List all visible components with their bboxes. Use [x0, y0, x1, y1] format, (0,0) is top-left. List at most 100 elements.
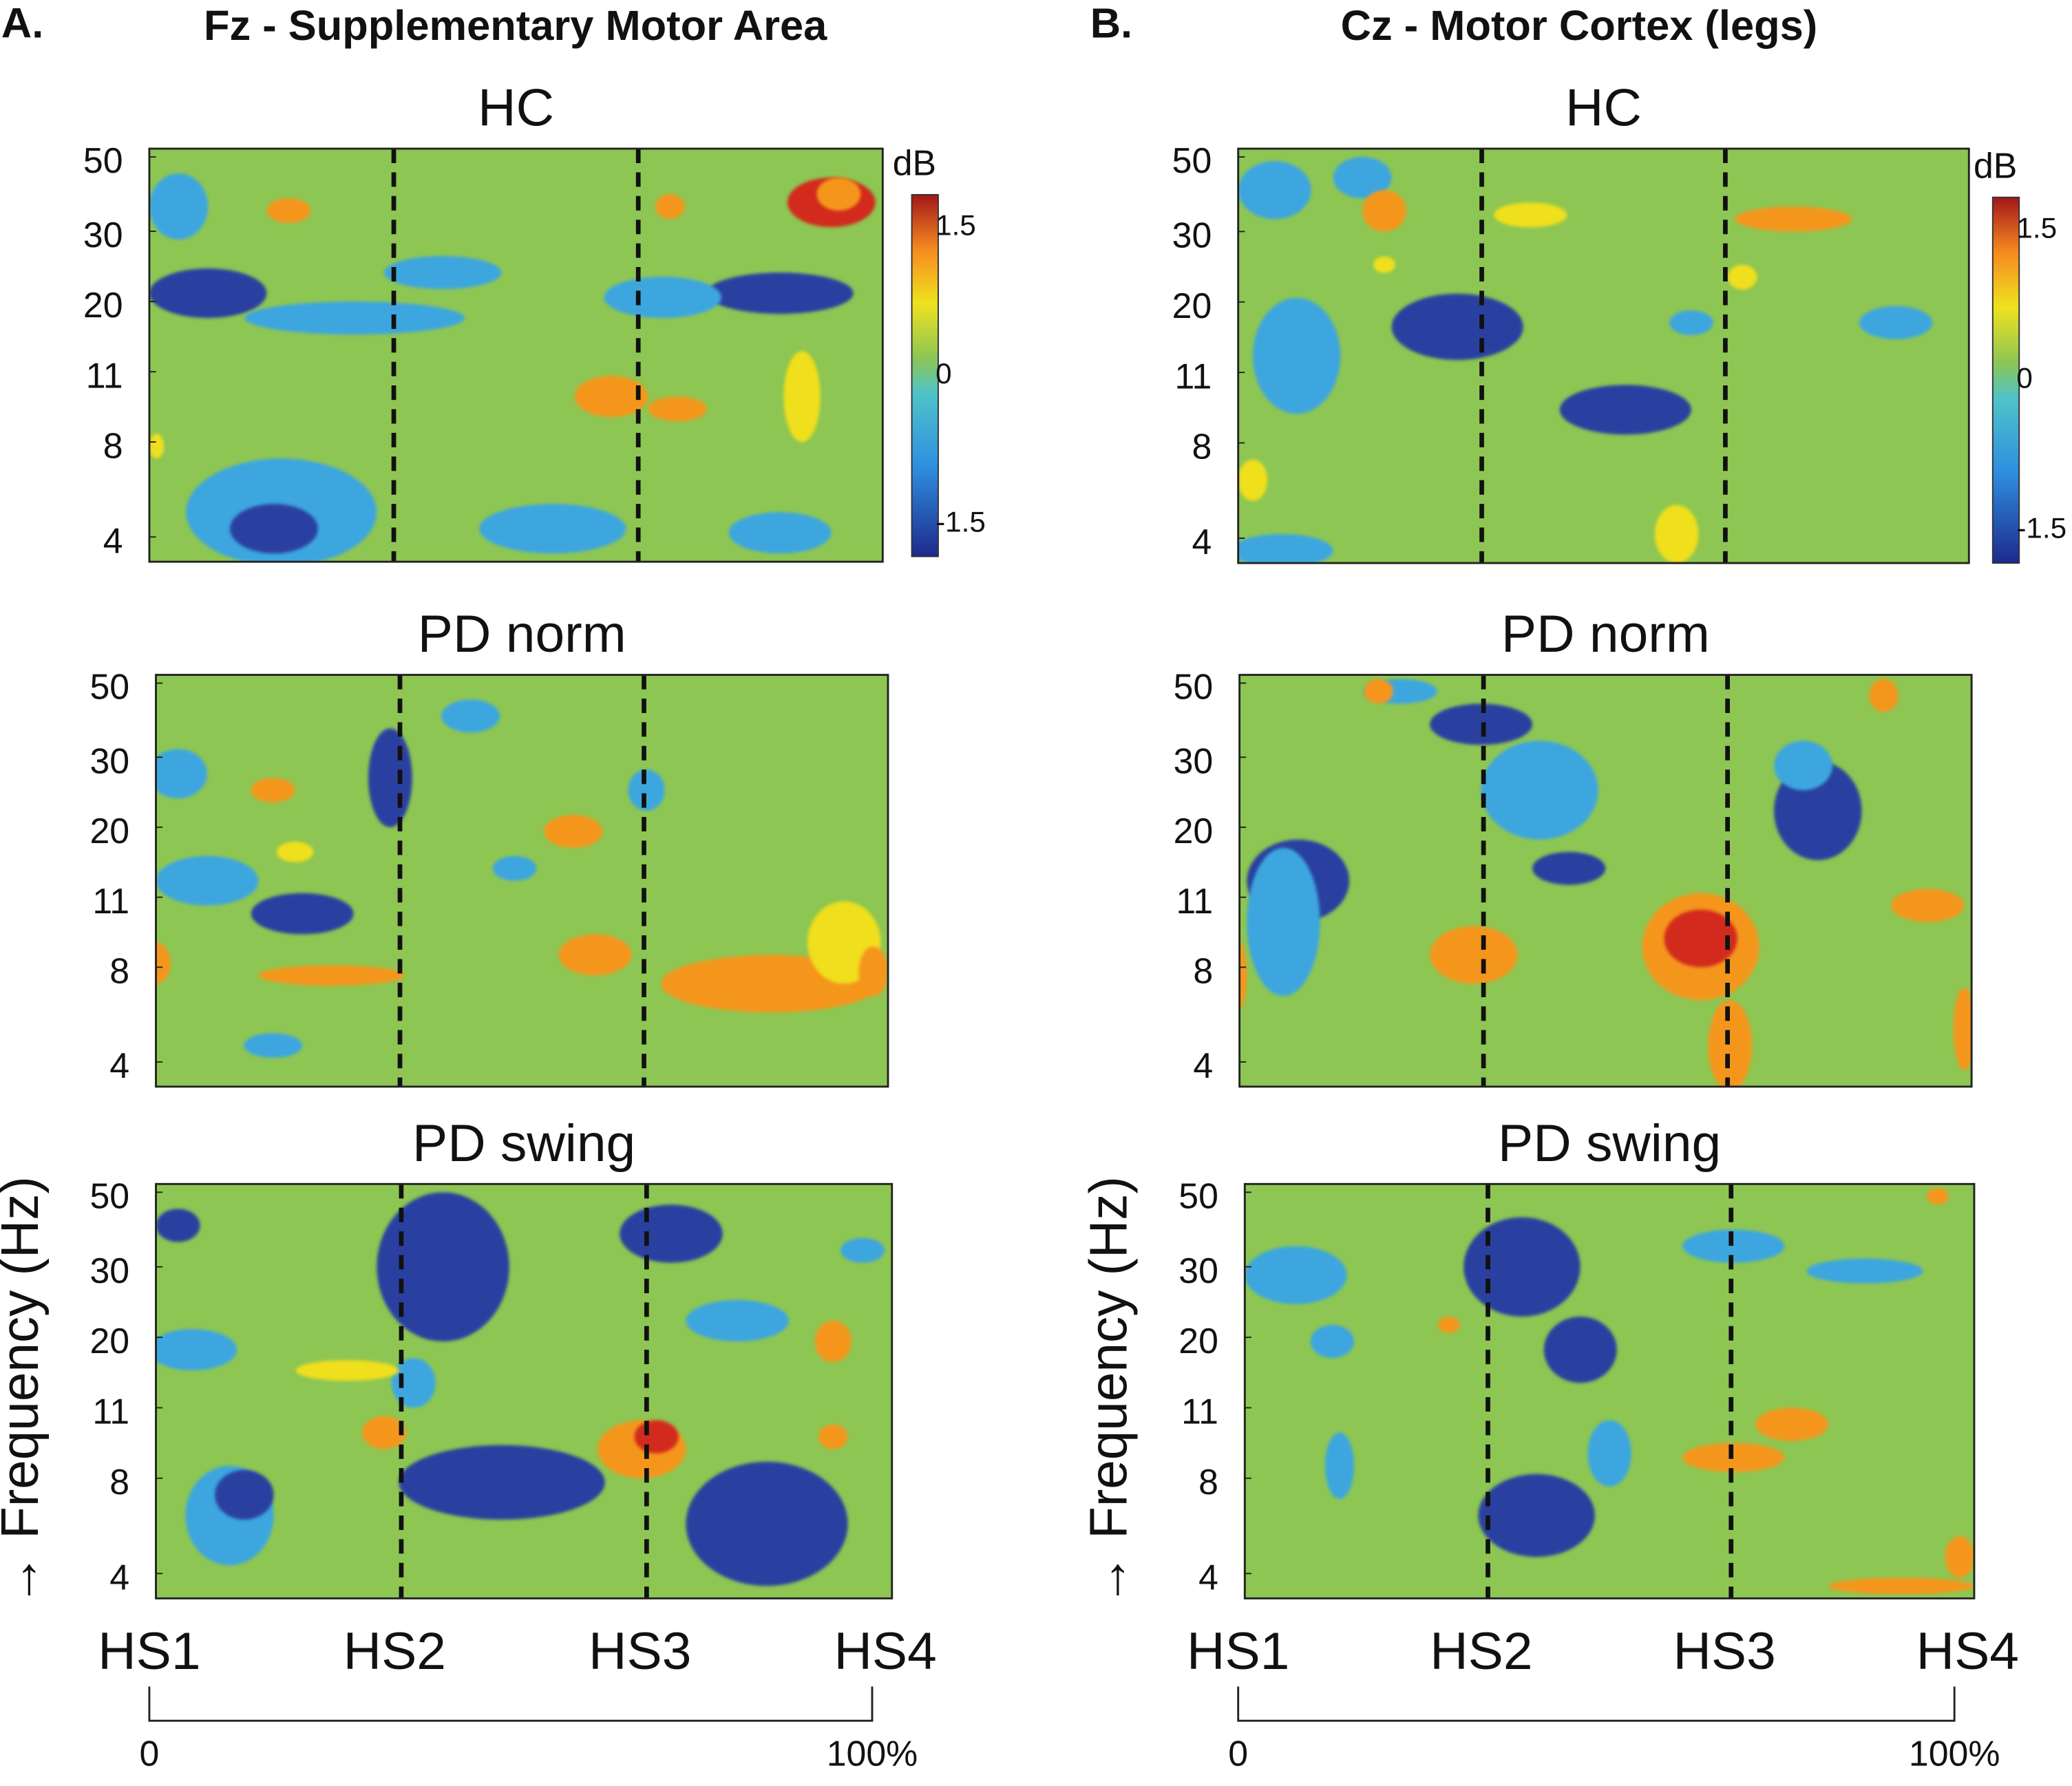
heatmap	[156, 674, 888, 1087]
power-blob	[1654, 504, 1699, 564]
power-blob	[1238, 161, 1311, 220]
y-tick-label: 30	[1178, 1251, 1218, 1290]
power-blob	[1859, 306, 1933, 339]
power-blob	[1806, 1258, 1923, 1284]
y-tick-label: 50	[1178, 1176, 1218, 1216]
heatmap	[1238, 148, 1969, 564]
y-tick-label: 50	[89, 1176, 129, 1216]
gait-bracket	[1237, 1686, 1956, 1722]
power-blob	[1891, 889, 1965, 922]
plot-frame	[1243, 1182, 1976, 1599]
power-blob	[149, 268, 267, 319]
power-blob	[1247, 847, 1320, 997]
power-blob	[1735, 206, 1852, 232]
plot-title: PD swing	[1498, 1114, 1721, 1173]
power-blob	[276, 841, 314, 862]
heatmap	[1239, 674, 1972, 1087]
power-blob	[1543, 1316, 1617, 1383]
plot-frame	[155, 1182, 894, 1599]
y-tick-label: 8	[109, 1462, 129, 1502]
power-blob	[814, 1320, 852, 1363]
power-blob	[156, 1209, 200, 1242]
power-blob	[1559, 385, 1691, 435]
event-label: HS4	[1916, 1622, 2019, 1681]
power-blob	[1494, 202, 1567, 228]
heatmap-background	[1238, 148, 1969, 564]
y-tick-label: 8	[1192, 427, 1212, 467]
y-tick-label: 50	[89, 667, 129, 707]
y-tick-label: 20	[89, 811, 129, 851]
power-blob	[558, 934, 632, 976]
power-blob	[266, 198, 311, 224]
power-blob	[156, 749, 207, 799]
y-tick-label: 30	[1172, 215, 1212, 255]
event-label: HS1	[1187, 1622, 1289, 1681]
heatmap-background	[1239, 674, 1972, 1087]
power-blob	[1773, 741, 1833, 791]
power-blob	[1463, 1217, 1581, 1317]
power-blob	[1953, 988, 1972, 1070]
y-tick-label: 20	[89, 1321, 129, 1361]
power-blob	[858, 946, 888, 997]
y-tick-label: 11	[92, 881, 129, 921]
power-blob	[1362, 190, 1406, 232]
plot-title: PD norm	[418, 605, 626, 663]
power-blob	[1682, 1229, 1785, 1263]
y-tick-label: 11	[1175, 356, 1212, 396]
y-tick-label: 30	[1174, 741, 1214, 781]
panel-title: Fz - Supplementary Motor Area	[204, 2, 827, 49]
power-blob	[1324, 1432, 1355, 1499]
y-tick-label: 30	[83, 215, 123, 255]
y-tick-label: 11	[1181, 1392, 1218, 1432]
power-blob	[215, 1469, 274, 1520]
heatmap	[149, 148, 883, 562]
y-tick-label: 8	[1198, 1462, 1218, 1502]
power-blob	[156, 942, 171, 984]
event-label: HS2	[1430, 1622, 1532, 1681]
panel-letter: A.	[1, 0, 43, 46]
plot-frame	[1237, 147, 1970, 564]
power-blob	[1430, 926, 1518, 984]
plot-frame	[155, 674, 889, 1088]
y-tick-label: 50	[1172, 140, 1212, 180]
power-blob	[399, 1445, 605, 1520]
power-blob	[1238, 533, 1333, 564]
y-tick-label: 4	[109, 1558, 129, 1597]
event-label: HS2	[343, 1622, 446, 1681]
power-blob	[1727, 264, 1757, 290]
y-tick-label: 20	[1174, 811, 1214, 851]
power-blob	[1238, 459, 1268, 501]
power-blob	[368, 728, 412, 827]
power-blob	[244, 301, 465, 335]
power-blob	[706, 273, 854, 315]
power-blob	[1945, 1536, 1974, 1578]
y-tick-label: 4	[1192, 522, 1212, 562]
power-blob	[818, 1424, 848, 1449]
power-blob	[251, 778, 295, 803]
heatmap	[156, 1184, 892, 1599]
colorbar-tick-label: -1.5	[935, 505, 986, 538]
plot-title: PD swing	[412, 1114, 635, 1173]
power-blob	[620, 1204, 723, 1263]
event-label: HS3	[589, 1622, 691, 1681]
colorbar-tick-label: 0	[2016, 362, 2032, 394]
panel-title: Cz - Motor Cortex (legs)	[1341, 2, 1818, 49]
y-tick-label: 11	[92, 1392, 129, 1432]
power-blob	[1669, 310, 1713, 335]
power-blob	[441, 699, 500, 733]
power-blob	[251, 893, 354, 935]
power-blob	[648, 396, 707, 422]
y-tick-label: 20	[1172, 286, 1212, 326]
colorbar-tick-label: -1.5	[2016, 511, 2066, 544]
power-blob	[230, 504, 318, 554]
power-blob	[1869, 679, 1899, 712]
power-blob	[1828, 1577, 1974, 1595]
power-blob	[634, 1420, 679, 1454]
heatmap	[1245, 1184, 1974, 1599]
y-tick-label: 11	[1176, 881, 1213, 921]
power-blob	[1478, 1474, 1595, 1558]
y-tick-label: 50	[1174, 667, 1214, 707]
y-tick-label: 20	[83, 285, 123, 325]
power-blob	[1310, 1325, 1355, 1359]
